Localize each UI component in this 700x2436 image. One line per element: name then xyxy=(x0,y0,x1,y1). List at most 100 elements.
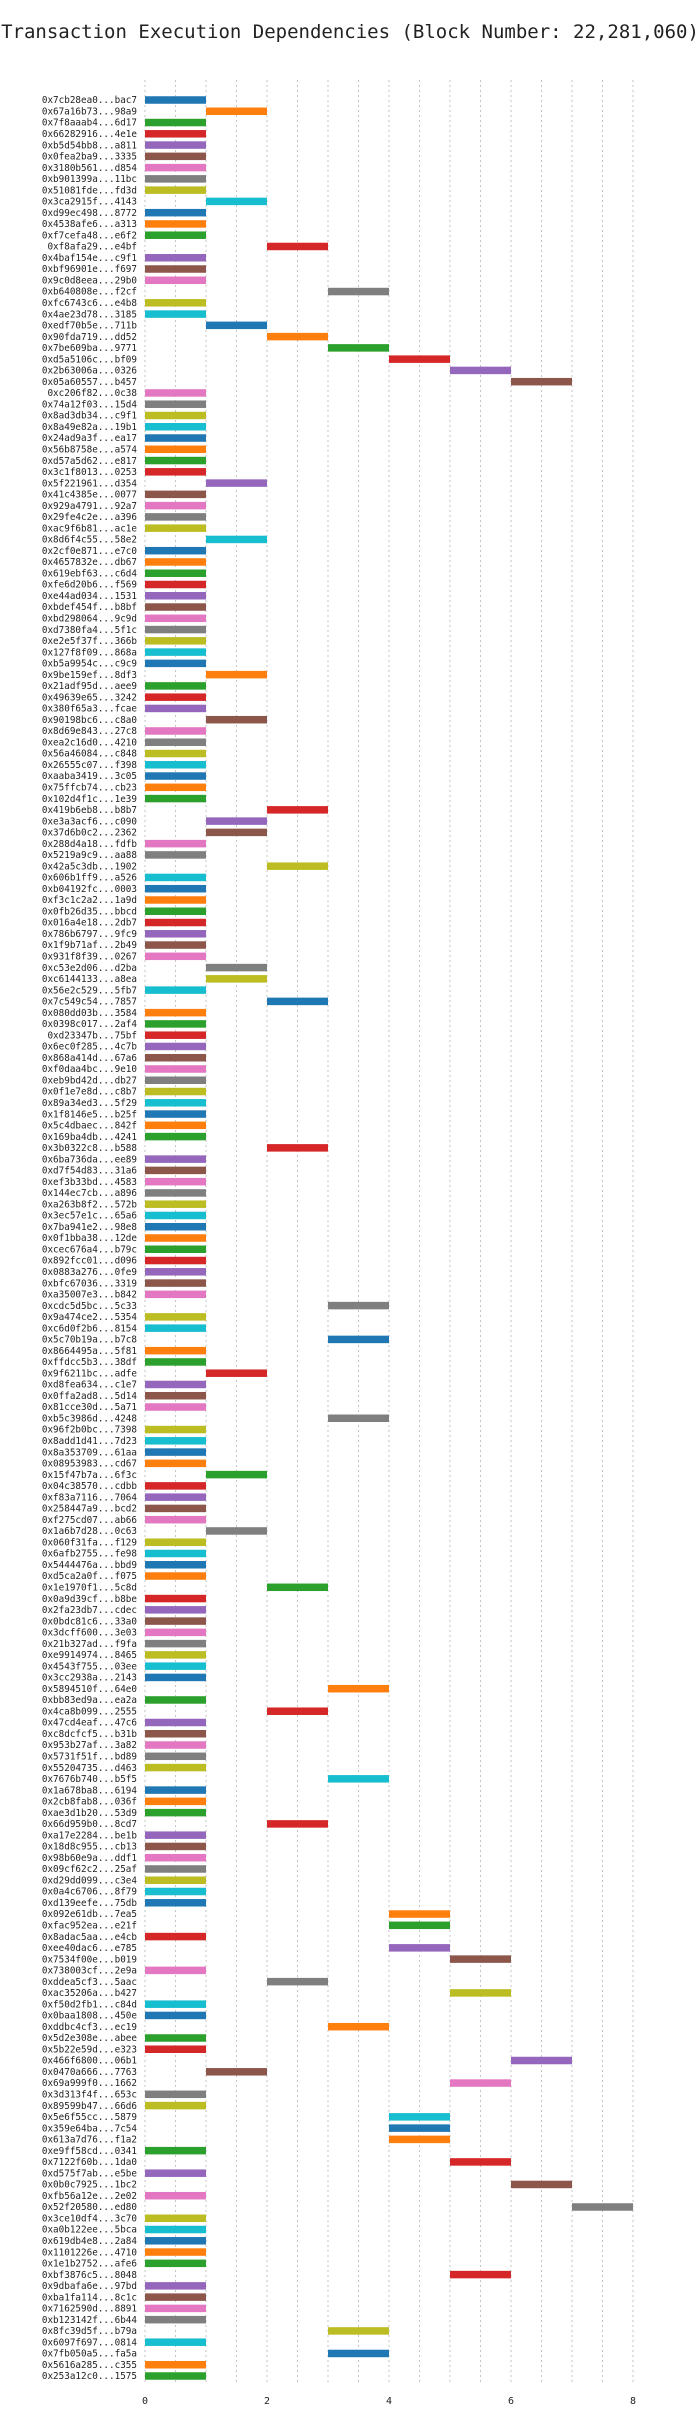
bar xyxy=(389,1910,450,1918)
y-tick-label: 0x0883a276...0fe9 xyxy=(42,1267,137,1278)
chart-title: Transaction Execution Dependencies (Bloc… xyxy=(1,21,699,43)
bar xyxy=(145,253,206,262)
y-tick-label: 0xbdef454f...b8bf xyxy=(42,602,137,613)
bar xyxy=(145,2372,206,2380)
y-tick-label: 0x7ba941e2...98e8 xyxy=(42,1222,137,1233)
bar xyxy=(145,1380,206,1389)
y-tick-label: 0x092e61db...7ea5 xyxy=(42,1909,137,1920)
y-tick-label: 0x419b6eb8...b8b7 xyxy=(42,805,137,816)
y-tick-label: 0x8d6f4c55...58e2 xyxy=(42,535,137,546)
bar xyxy=(389,2135,450,2144)
bar xyxy=(206,975,267,983)
x-tick-label: 6 xyxy=(508,2396,514,2407)
y-tick-label: 0x5b22e59d...e323 xyxy=(42,2044,137,2055)
bar xyxy=(450,1955,511,1963)
bar xyxy=(145,1763,206,1772)
bar xyxy=(206,107,267,116)
y-tick-label: 0xe44ad034...1531 xyxy=(42,591,137,602)
y-tick-label: 0xf7cefa48...e6f2 xyxy=(42,230,137,241)
bar xyxy=(450,2270,511,2279)
y-tick-label: 0x8664495a...5f81 xyxy=(42,1346,137,1357)
bar xyxy=(145,614,206,623)
bar xyxy=(145,468,206,476)
bar xyxy=(145,2315,206,2324)
bar xyxy=(145,558,206,566)
y-tick-label: 0x0a9d39cf...b8be xyxy=(42,1594,138,1605)
bar xyxy=(145,1313,206,1321)
bar xyxy=(145,2090,206,2099)
bar xyxy=(145,648,206,656)
bar xyxy=(145,1538,206,1546)
bar xyxy=(145,603,206,611)
y-tick-label: 0x21b327ad...f9fa xyxy=(42,1639,137,1650)
bar xyxy=(145,1876,206,1884)
bar xyxy=(145,1448,206,1456)
y-tick-label: 0x606b1ff9...a526 xyxy=(42,873,137,884)
y-tick-label: 0x6ec0f285...4c7b xyxy=(42,1042,138,1053)
y-tick-label: 0x0470a666...7763 xyxy=(42,2067,137,2078)
y-tick-label: 0x7676b740...b5f5 xyxy=(42,1774,137,1785)
bar xyxy=(145,2000,206,2008)
bar xyxy=(389,2113,450,2121)
bar xyxy=(145,276,206,285)
bar xyxy=(145,1628,206,1637)
y-tick-label: 0x98b60e9a...ddf1 xyxy=(42,1853,137,1864)
bar xyxy=(328,2327,389,2335)
y-tick-label: 0xc206f82...0c38 xyxy=(47,388,137,399)
y-tick-label: 0x9f6211bc...adfe xyxy=(42,1368,138,1379)
bar xyxy=(145,141,206,149)
y-tick-label: 0xbfc67036...3319 xyxy=(42,1278,137,1289)
y-tick-label: 0xa17e2284...be1b xyxy=(42,1830,138,1841)
bar xyxy=(145,2214,206,2223)
bar xyxy=(145,445,206,454)
y-tick-label: 0xd5ca2a0f...f075 xyxy=(42,1571,137,1582)
y-tick-label: 0x09cf62c2...25af xyxy=(42,1864,137,1875)
bars xyxy=(145,96,633,2380)
y-tick-label: 0x9a474ce2...5354 xyxy=(42,1312,138,1323)
bar xyxy=(206,197,267,206)
bar xyxy=(145,1189,206,1197)
bar xyxy=(145,2248,206,2256)
bar xyxy=(145,851,206,859)
bar xyxy=(145,1831,206,1839)
bar xyxy=(145,2225,206,2234)
bar xyxy=(267,242,328,251)
bar xyxy=(145,738,206,746)
bar xyxy=(145,2169,206,2177)
bar xyxy=(145,704,206,713)
bar xyxy=(145,1087,206,1096)
bar xyxy=(145,1459,206,1468)
y-tick-label: 0x41c4385e...0077 xyxy=(42,490,137,501)
bar xyxy=(206,1470,267,1479)
bar xyxy=(145,389,206,397)
bar xyxy=(145,423,206,431)
bar xyxy=(328,2022,389,2031)
bar xyxy=(145,839,206,848)
bar xyxy=(145,1290,206,1299)
grid-lines xyxy=(144,80,634,2385)
y-tick-label: 0x6afb2755...fe98 xyxy=(42,1549,137,1560)
bar xyxy=(145,1899,206,1907)
bar xyxy=(145,2101,206,2110)
bar xyxy=(145,2146,206,2155)
y-tick-label: 0x3d313f4f...653c xyxy=(42,2090,137,2101)
bar xyxy=(145,693,206,701)
bar xyxy=(145,952,206,961)
y-tick-label: 0x75ffcb74...cb23 xyxy=(42,783,137,794)
bar xyxy=(145,118,206,127)
bar xyxy=(145,1166,206,1175)
bar xyxy=(145,1403,206,1411)
y-tick-label: 0x21adf95d...aee9 xyxy=(42,681,137,692)
bar xyxy=(267,332,328,341)
y-tick-label: 0xddea5cf3...5aac xyxy=(42,1977,137,1988)
bar xyxy=(145,659,206,668)
y-tick-label: 0xe3a3acf6...c090 xyxy=(42,816,137,827)
bar xyxy=(145,1222,206,1231)
y-tick-label: 0x49639e65...3242 xyxy=(42,692,137,703)
y-tick-label: 0xac35206a...b427 xyxy=(42,1988,137,1999)
y-tick-label: 0xe9914974...8465 xyxy=(42,1650,137,1661)
bar xyxy=(511,2180,572,2189)
bar xyxy=(206,535,267,544)
bar xyxy=(145,1200,206,1208)
bar xyxy=(206,963,267,972)
